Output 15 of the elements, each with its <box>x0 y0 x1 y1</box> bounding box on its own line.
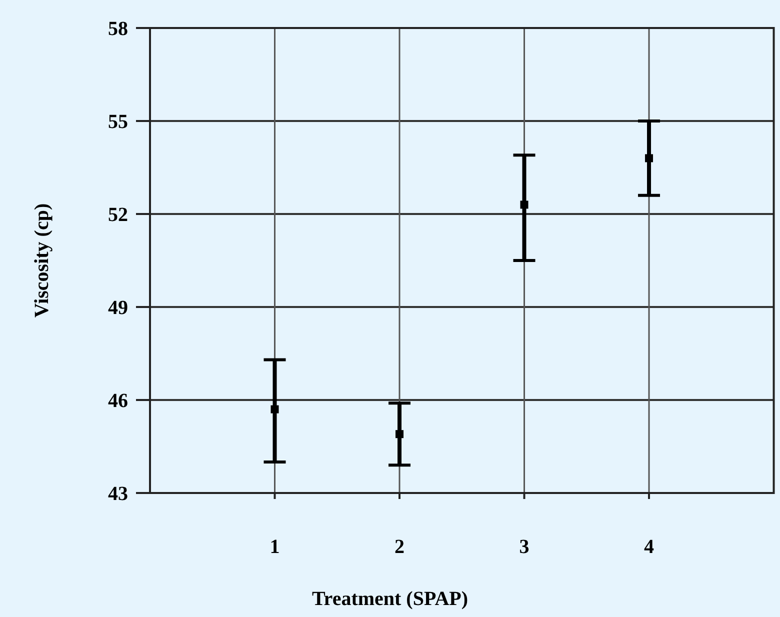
y-tick-label: 43 <box>108 483 128 505</box>
x-tick-label: 3 <box>519 536 530 558</box>
x-tick-label: 1 <box>270 536 280 558</box>
y-tick-label: 52 <box>108 204 128 226</box>
x-axis-title: Treatment (SPAP) <box>312 588 468 610</box>
y-axis-title: Viscosity (cp) <box>31 203 53 318</box>
y-tick-label: 58 <box>108 18 128 40</box>
x-tick-label: 4 <box>644 536 654 558</box>
point <box>520 200 528 209</box>
point <box>270 405 279 414</box>
y-tick-label: 49 <box>108 297 128 319</box>
x-tick-label: 2 <box>394 536 405 558</box>
point <box>645 154 654 162</box>
y-tick-label: 55 <box>108 111 128 133</box>
y-tick-label: 46 <box>108 390 128 412</box>
